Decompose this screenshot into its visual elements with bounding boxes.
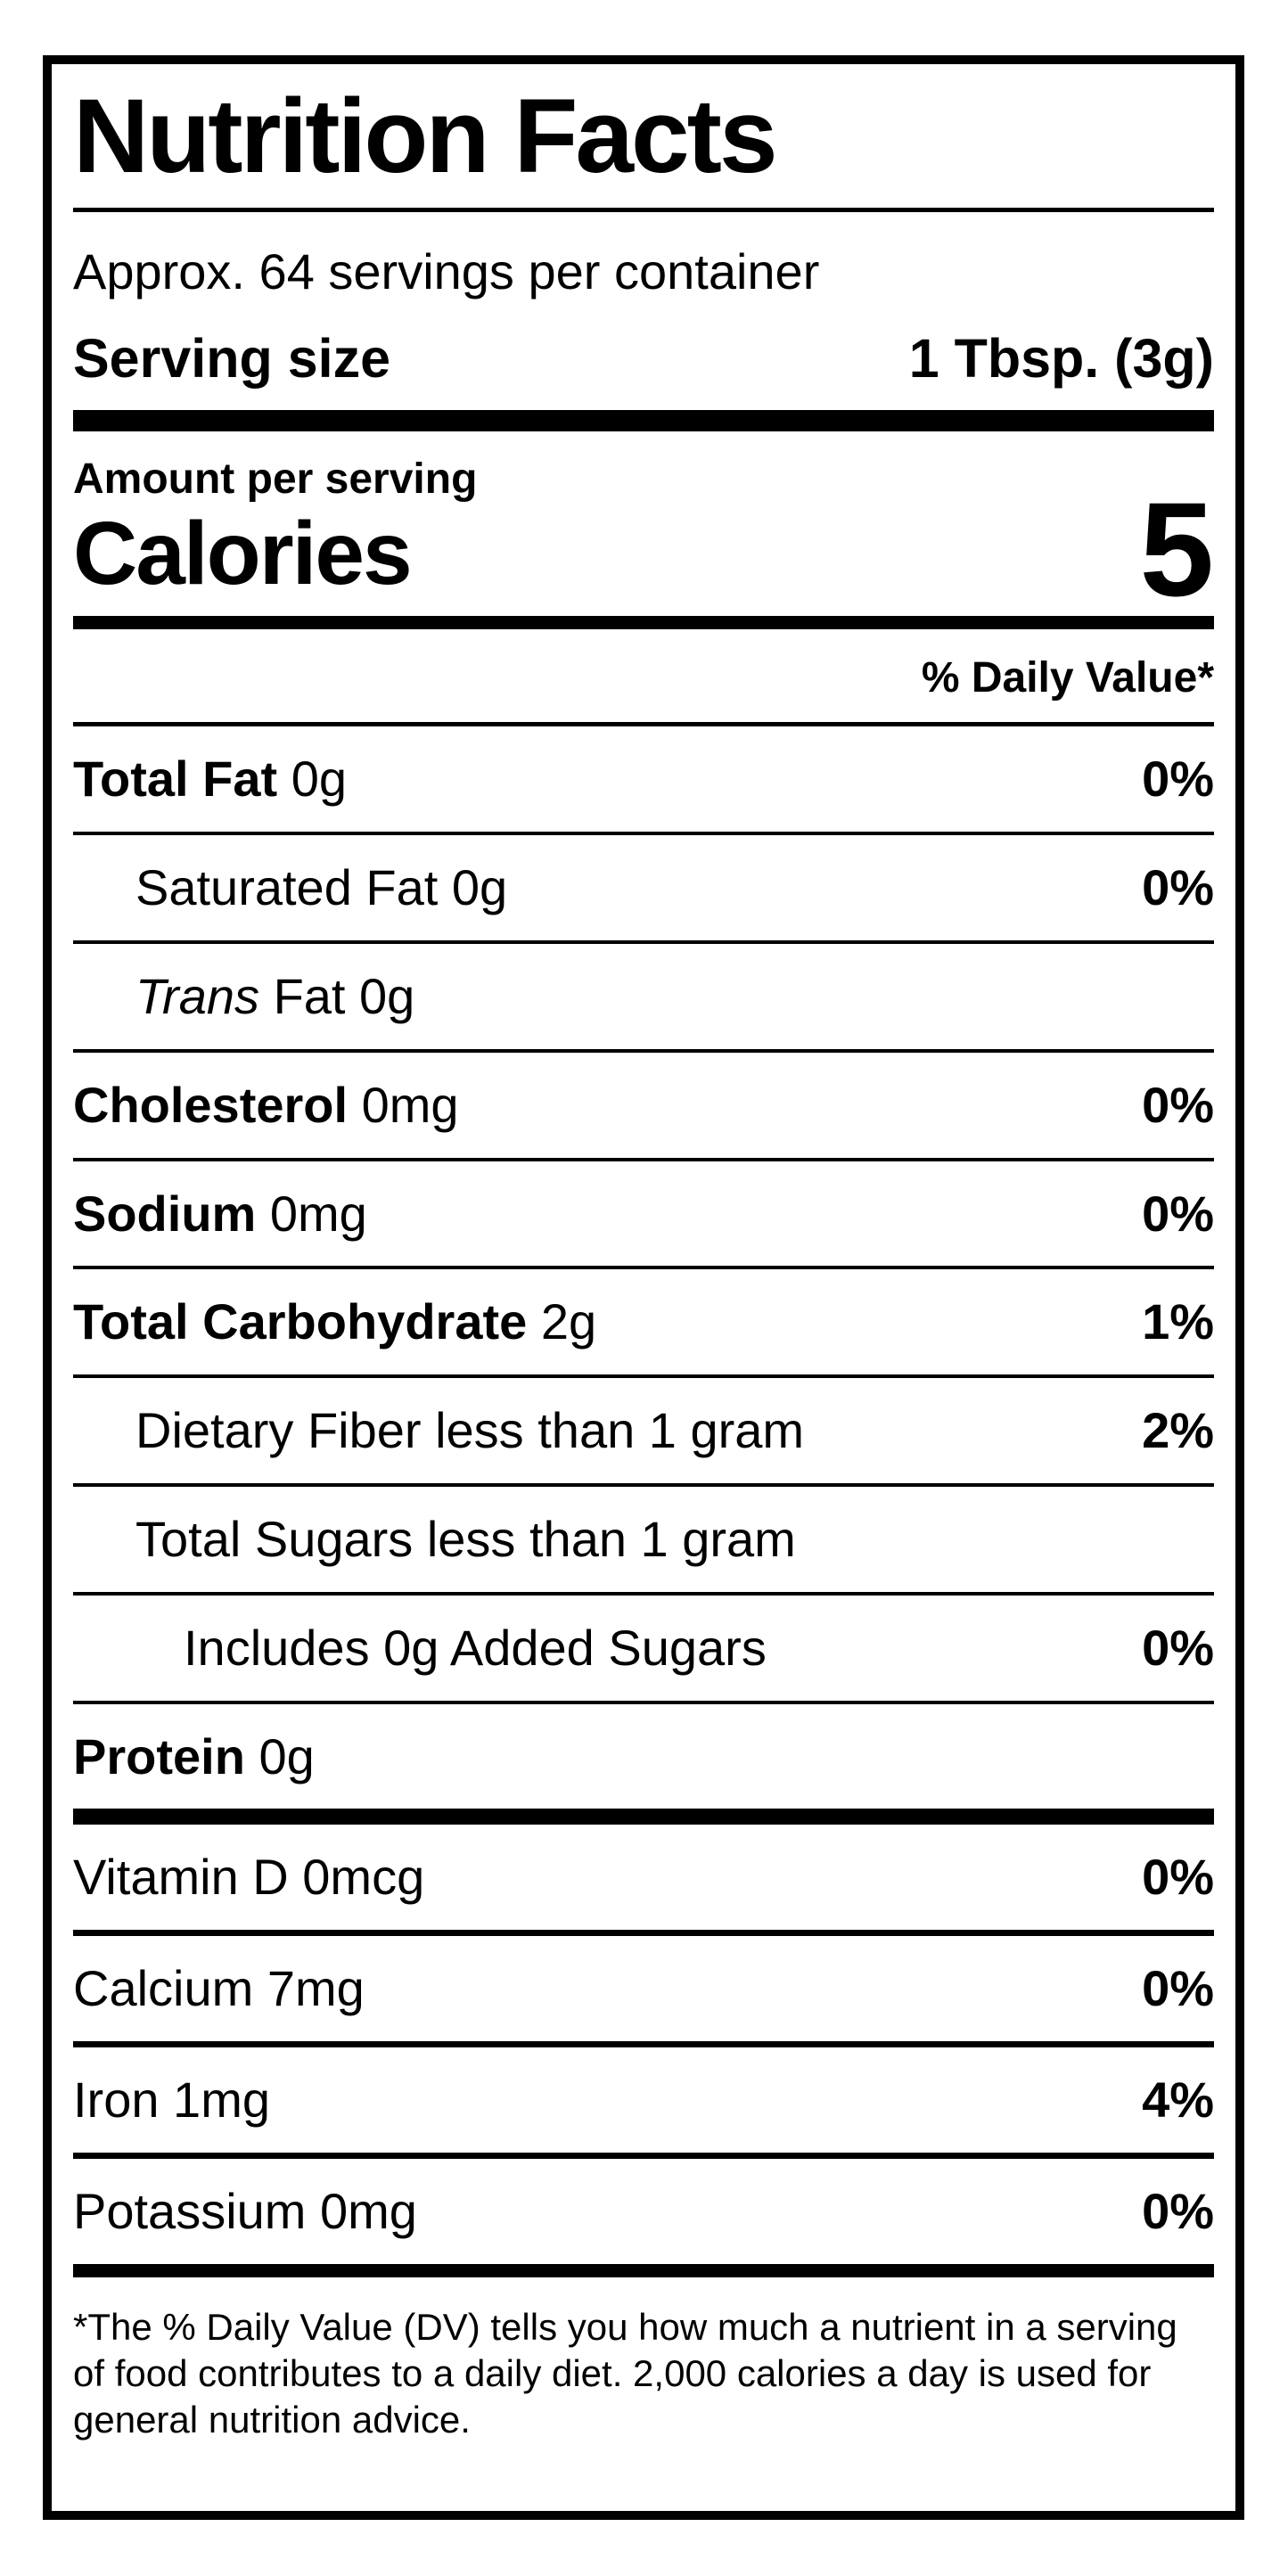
vitamin-row-iron: Iron 1mg 4%: [73, 2047, 1214, 2159]
nutrient-row-saturated-fat: Saturated Fat 0g 0%: [73, 835, 1214, 945]
daily-value-header: % Daily Value*: [73, 629, 1214, 727]
amount-per-serving-label: Amount per serving: [73, 455, 478, 503]
nutrient-amount: 0mg: [361, 1076, 459, 1133]
serving-size-value: 1 Tbsp. (3g): [908, 327, 1214, 389]
daily-value: 0%: [1142, 1185, 1214, 1242]
daily-value: 2%: [1142, 1402, 1214, 1459]
nutrient-name: Saturated Fat: [135, 859, 439, 916]
daily-value: 4%: [1142, 2071, 1214, 2129]
nutrient-name: Total Fat: [73, 751, 278, 808]
nutrient-amount: less than 1 gram: [435, 1402, 805, 1459]
nutrient-amount: 2g: [540, 1293, 597, 1350]
calories-section: Amount per serving Calories 5: [73, 431, 1214, 630]
nutrient-row-protein: Protein 0g: [73, 1704, 1214, 1825]
nutrient-name: Trans: [135, 968, 259, 1025]
daily-value: 0%: [1142, 859, 1214, 916]
nutrient-name: Cholesterol: [73, 1076, 349, 1133]
daily-value: 0%: [1142, 1076, 1214, 1133]
nutrient-amount: Fat 0g: [273, 968, 415, 1025]
vitamin-name: Calcium 7mg: [73, 1960, 365, 2017]
nutrient-amount: 0g: [291, 751, 348, 808]
footnote-line: of food contributes to a daily diet. 2,0…: [73, 2351, 1152, 2394]
nutrient-amount: 0g: [451, 859, 508, 916]
calories-label: Calories: [73, 504, 413, 604]
vitamin-row-calcium: Calcium 7mg 0%: [73, 1936, 1214, 2048]
daily-value: 0%: [1142, 1960, 1214, 2017]
nutrient-name: Total Sugars: [135, 1511, 414, 1568]
calories-value: 5: [1139, 474, 1214, 625]
nutrient-row-total-carbohydrate: Total Carbohydrate 2g 1%: [73, 1269, 1214, 1379]
nutrient-row-total-sugars: Total Sugars less than 1 gram: [73, 1487, 1214, 1596]
serving-size-label: Serving size: [73, 327, 390, 389]
daily-value-footnote: *The % Daily Value (DV) tells you how mu…: [73, 2277, 1214, 2443]
nutrient-name: Dietary Fiber: [135, 1402, 422, 1459]
vitamin-name: Vitamin D 0mcg: [73, 1849, 425, 1906]
nutrient-row-dietary-fiber: Dietary Fiber less than 1 gram 2%: [73, 1378, 1214, 1488]
daily-value: 0%: [1142, 1619, 1214, 1676]
vitamin-row-potassium: Potassium 0mg 0%: [73, 2159, 1214, 2277]
daily-value: 1%: [1142, 1293, 1214, 1350]
nutrient-name: Protein: [73, 1727, 245, 1784]
nutrient-name: Total Carbohydrate: [73, 1293, 528, 1350]
nutrition-facts-label: Nutrition Facts Approx. 64 servings per …: [43, 55, 1244, 2520]
footnote-line: general nutrition advice.: [73, 2398, 471, 2441]
vitamin-name: Iron 1mg: [73, 2071, 270, 2129]
footnote-line: *The % Daily Value (DV) tells you how mu…: [73, 2305, 1177, 2348]
nutrient-row-trans-fat: Trans Fat 0g: [73, 944, 1214, 1053]
nutrient-amount: less than 1 gram: [426, 1511, 796, 1568]
vitamin-name: Potassium 0mg: [73, 2182, 417, 2239]
label-title: Nutrition Facts: [73, 64, 1214, 213]
servings-per-container: Approx. 64 servings per container: [73, 243, 820, 300]
daily-value: 0%: [1142, 1849, 1214, 1906]
nutrient-row-sodium: Sodium 0mg 0%: [73, 1161, 1214, 1270]
nutrient-name: Includes 0g Added Sugars: [184, 1619, 767, 1676]
nutrient-row-total-fat: Total Fat 0g 0%: [73, 726, 1214, 836]
daily-value: 0%: [1142, 751, 1214, 808]
nutrient-row-added-sugars: Includes 0g Added Sugars 0%: [73, 1596, 1214, 1704]
vitamin-row-vitamin-d: Vitamin D 0mcg 0%: [73, 1825, 1214, 1937]
nutrient-amount: 0g: [258, 1727, 315, 1784]
nutrient-amount: 0mg: [269, 1185, 367, 1242]
nutrient-name: Sodium: [73, 1185, 257, 1242]
daily-value: 0%: [1142, 2182, 1214, 2239]
serving-size-row: Serving size 1 Tbsp. (3g): [73, 305, 1214, 431]
nutrient-row-cholesterol: Cholesterol 0mg 0%: [73, 1053, 1214, 1161]
